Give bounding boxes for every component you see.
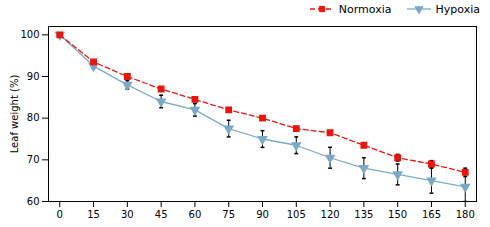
html-text:Normoxia: Normoxia (338, 2, 392, 16)
svg-text:45: 45 (155, 209, 168, 220)
svg-text:90: 90 (27, 71, 40, 82)
svg-text:80: 80 (27, 112, 40, 123)
svg-text:0: 0 (57, 209, 63, 220)
svg-text:180: 180 (456, 209, 475, 220)
svg-text:60: 60 (189, 209, 202, 220)
svg-text:100: 100 (20, 29, 39, 40)
svg-text:Leaf weight (%): Leaf weight (%) (9, 75, 20, 154)
svg-text:120: 120 (321, 209, 340, 220)
svg-text:30: 30 (121, 209, 134, 220)
svg-text:135: 135 (354, 209, 373, 220)
svg-text:70: 70 (27, 154, 40, 165)
svg-text:165: 165 (422, 209, 441, 220)
svg-text:15: 15 (87, 209, 100, 220)
svg-text:60: 60 (27, 196, 40, 207)
svg-text:75: 75 (222, 209, 235, 220)
svg-text:90: 90 (256, 209, 269, 220)
html-text:Hypoxia: Hypoxia (435, 2, 480, 16)
svg-text:105: 105 (287, 209, 306, 220)
svg-text:150: 150 (388, 209, 407, 220)
